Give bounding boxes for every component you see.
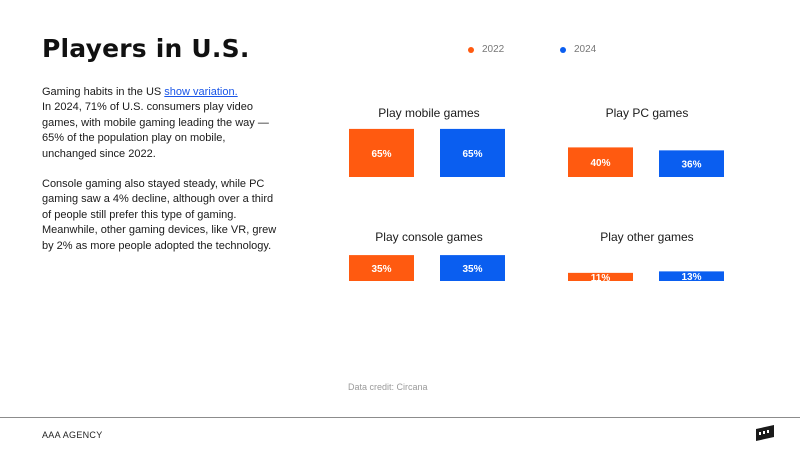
footer-divider [0, 417, 800, 418]
bar-label-play-mobile-games-2022: 65% [371, 149, 391, 160]
panel-title-play-console-games: Play console games [375, 230, 482, 244]
bar-play-other-games-2022 [568, 272, 633, 281]
bar-label-play-other-games-2022: 11% [591, 273, 611, 284]
bar-label-play-pc-games-2022: 40% [590, 158, 610, 169]
agency-logo-icon [756, 425, 774, 441]
legend-label-2024: 2024 [574, 44, 597, 55]
bar-play-other-games-2024 [659, 271, 724, 281]
bar-label-play-console-games-2024: 35% [462, 264, 482, 275]
panel-title-play-pc-games: Play PC games [606, 106, 689, 120]
bar-play-mobile-games-2022 [349, 128, 414, 177]
legend-dot-2022 [468, 46, 474, 53]
panel-title-play-other-games: Play other games [600, 230, 693, 244]
show-variation-link[interactable]: show variation. [164, 86, 238, 98]
legend-label-2022: 2022 [482, 44, 505, 55]
bar-play-console-games-2022 [349, 255, 414, 281]
chart-legend: 2022 2024 [468, 44, 658, 58]
bar-label-play-other-games-2024: 13% [681, 272, 701, 283]
data-credit: Data credit: Circana [348, 382, 428, 392]
page-title: Players in U.S. [42, 34, 250, 63]
bar-label-play-mobile-games-2024: 65% [462, 149, 482, 160]
legend-item-2022: 2022 [468, 44, 504, 55]
bar-play-pc-games-2022 [568, 147, 633, 177]
description: Gaming habits in the US show variation. I… [42, 85, 280, 269]
bar-play-pc-games-2024 [659, 150, 724, 177]
bar-label-play-console-games-2022: 35% [371, 264, 391, 275]
intro-lead: Gaming habits in the US [42, 86, 165, 98]
bar-chart: Play mobile games 65% 65% Play PC games 40% 3… [349, 106, 724, 284]
bar-label-play-pc-games-2024: 36% [681, 160, 701, 171]
legend-dot-2024 [560, 46, 566, 53]
panel-title-play-mobile-games: Play mobile games [378, 106, 479, 120]
intro-paragraph: Gaming habits in the US show variation. I… [42, 85, 280, 162]
bar-play-console-games-2024 [440, 255, 505, 281]
second-paragraph: Console gaming also stayed steady, while… [42, 178, 277, 252]
bar-play-mobile-games-2024 [440, 128, 505, 177]
footer-agency-name: AAA AGENCY [42, 430, 103, 440]
intro-rest: In 2024, 71% of U.S. consumers play vide… [42, 101, 269, 160]
legend-item-2024: 2024 [560, 44, 596, 55]
